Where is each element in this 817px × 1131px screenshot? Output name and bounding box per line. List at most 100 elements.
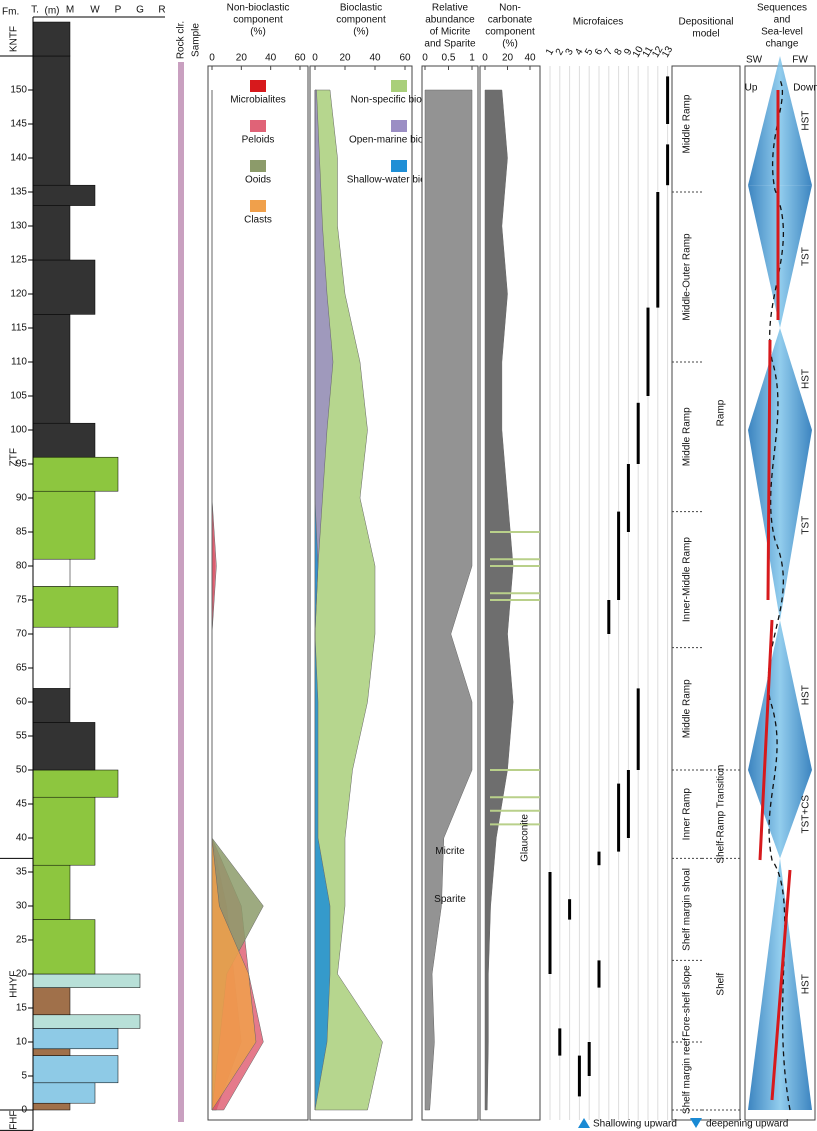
- sequence-label: TST: [801, 516, 812, 535]
- model-label: Fore-shelf slope: [682, 965, 693, 1037]
- lithology-bed: [32, 864, 71, 920]
- panel-title: Non-bioclastic: [227, 3, 290, 14]
- legend-label: Non-specific bioclasts: [351, 95, 448, 106]
- lithology-bed: [32, 626, 71, 689]
- sea-level-curve: [767, 79, 791, 1111]
- panel-title: carbonate: [488, 15, 533, 26]
- sequence-title: Sequences: [757, 3, 807, 14]
- lithology-bed: [32, 1055, 119, 1084]
- microfacies-bar: [626, 770, 630, 838]
- microfacies-tick-label: 2: [554, 47, 567, 58]
- x-tick-label: 20: [339, 53, 351, 64]
- texture-label: P: [115, 5, 122, 16]
- x-tick-label: 40: [265, 53, 277, 64]
- sequence-triangle: [748, 185, 812, 328]
- depth-tick-label: 15: [16, 1003, 28, 1014]
- rock-color-column: [178, 62, 184, 1122]
- legend-icon: [690, 1118, 702, 1128]
- legend-label: Clasts: [244, 215, 272, 226]
- formation-header: Fm.: [2, 7, 19, 18]
- depth-tick-label: 0: [21, 1105, 27, 1116]
- depth-tick-label: 10: [16, 1037, 28, 1048]
- panel-title: component: [336, 15, 386, 26]
- legend-label: Shallowing upward: [593, 1119, 677, 1130]
- trend-arrows: [758, 90, 792, 1101]
- legend-label: Shallow-water bioclasts: [347, 175, 452, 186]
- x-tick-label: 0: [209, 53, 215, 64]
- depth-tick-label: 45: [16, 799, 28, 810]
- microfacies-bar: [597, 960, 601, 988]
- depth-tick-label: 55: [16, 731, 28, 742]
- depth-tick-label: 60: [16, 697, 28, 708]
- model-label: Middle Ramp: [682, 679, 693, 738]
- microfacies-tick-label: 10: [631, 44, 646, 60]
- legend-swatch: [250, 200, 266, 212]
- sample-header: Sample: [191, 23, 202, 57]
- microfacies-bar: [636, 688, 640, 770]
- x-tick-label: 1: [469, 53, 475, 64]
- lithology-bed: [32, 422, 96, 458]
- microfacies-bar: [666, 76, 670, 124]
- microfacies-tick-label: 3: [564, 47, 577, 58]
- microfacies-bar: [617, 783, 621, 852]
- panel-title: (%): [250, 27, 266, 38]
- lithology-bed: [32, 1102, 71, 1111]
- microfacies-bar: [587, 1042, 591, 1076]
- texture-label: W: [90, 5, 100, 16]
- component-area: [314, 89, 383, 1111]
- microfacies-bar: [548, 872, 552, 974]
- lithology-bed: [32, 769, 119, 798]
- area-label: Micrite: [435, 846, 465, 857]
- texture-label: T.: [31, 5, 39, 16]
- microfacies-bar: [568, 899, 572, 920]
- legend-label: Ooids: [245, 175, 271, 186]
- formation-label: FHF: [9, 1110, 20, 1129]
- legend-label: Open-marine bioclasts: [349, 135, 449, 146]
- panel-title: abundance: [425, 15, 475, 26]
- component-area: [314, 90, 331, 1111]
- lithology-bed: [32, 973, 141, 988]
- legend-swatch: [391, 80, 407, 92]
- panel-title: component: [485, 27, 535, 38]
- microfacies-tick-label: 9: [622, 47, 635, 58]
- model-label: Shelf: [716, 973, 727, 996]
- depth-tick-label: 40: [16, 833, 28, 844]
- depth-tick-label: 130: [10, 221, 27, 232]
- annotation: Glauconite: [520, 814, 531, 862]
- x-tick-label: 20: [236, 53, 248, 64]
- model-frame: [671, 65, 741, 1121]
- depth-tick-label: 110: [11, 357, 27, 368]
- lithology-bed: [32, 987, 71, 1016]
- depth-tick-label: 50: [16, 765, 28, 776]
- microfacies-tick-label: 4: [573, 47, 586, 58]
- depth-tick-label: 150: [10, 85, 27, 96]
- depth-tick-label: 145: [10, 119, 27, 130]
- depth-tick-label: 125: [10, 255, 27, 266]
- depth-tick-label: 140: [10, 153, 27, 164]
- annotation: Sparite: [434, 894, 466, 905]
- microfacies-bar: [656, 192, 660, 308]
- lithology-bed: [32, 205, 71, 261]
- axis-down: Down: [793, 83, 817, 94]
- texture-label: G: [136, 5, 144, 16]
- sequence-title: change: [766, 39, 799, 50]
- depth-tick-label: 120: [10, 289, 27, 300]
- model-label: Middle-Outer Ramp: [682, 233, 693, 321]
- sequence-label: HST: [801, 111, 812, 131]
- lithology-bed: [32, 558, 71, 587]
- model-title: model: [692, 29, 719, 40]
- depth-tick-label: 25: [16, 935, 28, 946]
- microfacies-bar: [607, 600, 611, 634]
- x-tick-label: 0: [312, 53, 318, 64]
- sequence-title: and: [774, 15, 791, 26]
- formation-label: KNTF: [9, 26, 20, 52]
- depth-tick-label: 135: [10, 187, 27, 198]
- x-tick-label: 60: [399, 53, 411, 64]
- microfacies-tick-label: 6: [593, 47, 606, 58]
- model-title: Depositional: [678, 17, 733, 28]
- sequence-label: TST+CS: [801, 795, 812, 834]
- microfacies-bar: [666, 144, 670, 186]
- texture-label: R: [158, 5, 165, 16]
- panel-title: Non-: [499, 3, 521, 14]
